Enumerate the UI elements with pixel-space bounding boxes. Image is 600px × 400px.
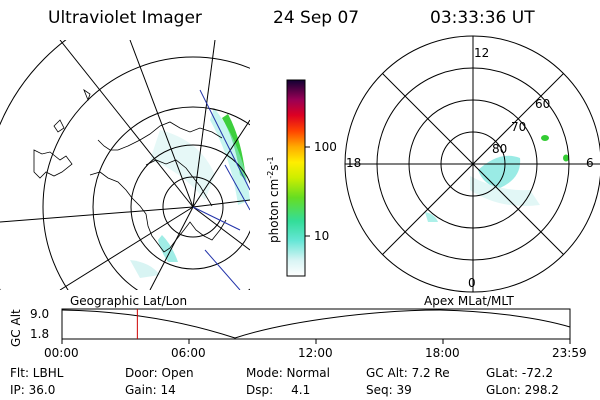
geographic-map [0, 40, 250, 290]
time-tick-0000: 00:00 [44, 346, 79, 360]
ground-track [192, 89, 250, 290]
latitude-circles [0, 40, 250, 290]
geographic-panel-label: Geographic Lat/Lon [70, 294, 188, 308]
date-label: 24 Sep 07 [273, 8, 360, 28]
colorbar-tick-10: 10 [314, 229, 330, 243]
magnetic-polar-plot [344, 35, 600, 293]
mlat-label-70: 70 [511, 120, 527, 134]
mlt-label-6: 6 [586, 156, 594, 170]
altitude-axis-label: GC Alt [9, 309, 23, 347]
gc-alt-info: GC Alt: 7.2 Re [366, 366, 450, 380]
dsp-info: Dsp: 4.1 [246, 383, 311, 397]
colorbar-tick-100: 100 [314, 140, 337, 154]
colorbar-unit-label: photon cm-2s-1 [266, 156, 281, 243]
gain-info: Gain: 14 [125, 383, 176, 397]
glon-info: GLon: 298.2 [486, 383, 559, 397]
mlt-label-12: 12 [474, 46, 490, 60]
glat-info: GLat: -72.2 [486, 366, 553, 380]
time-tick-1200: 12:00 [298, 346, 333, 360]
altitude-tick-bottom: 1.8 [30, 327, 50, 341]
instrument-title: Ultraviolet Imager [48, 8, 202, 28]
time-tick-0600: 06:00 [171, 346, 206, 360]
ip-info: IP: 36.0 [10, 383, 56, 397]
altitude-curve [61, 309, 571, 339]
time-tick-2359: 23:59 [552, 346, 587, 360]
mlt-label-18: 18 [346, 156, 362, 170]
mlat-label-60: 60 [535, 97, 551, 111]
mode-info: Mode: Normal [246, 366, 330, 380]
coastline [33, 88, 227, 253]
mlt-label-0: 0 [468, 276, 476, 290]
door-info: Door: Open [125, 366, 194, 380]
mlat-label-80: 80 [492, 142, 508, 156]
colorbar [286, 79, 310, 277]
seq-info: Seq: 39 [366, 383, 412, 397]
apex-panel-label: Apex MLat/MLT [424, 294, 514, 308]
time-tick-1800: 18:00 [425, 346, 460, 360]
altitude-plot [61, 308, 571, 344]
meridians [0, 40, 250, 290]
aurora-emission-left [130, 108, 250, 278]
filter-info: Flt: LBHL [10, 366, 64, 380]
x-ticks [61, 339, 571, 344]
time-label: 03:33:36 UT [430, 8, 535, 28]
altitude-tick-top: 9.0 [30, 307, 50, 321]
